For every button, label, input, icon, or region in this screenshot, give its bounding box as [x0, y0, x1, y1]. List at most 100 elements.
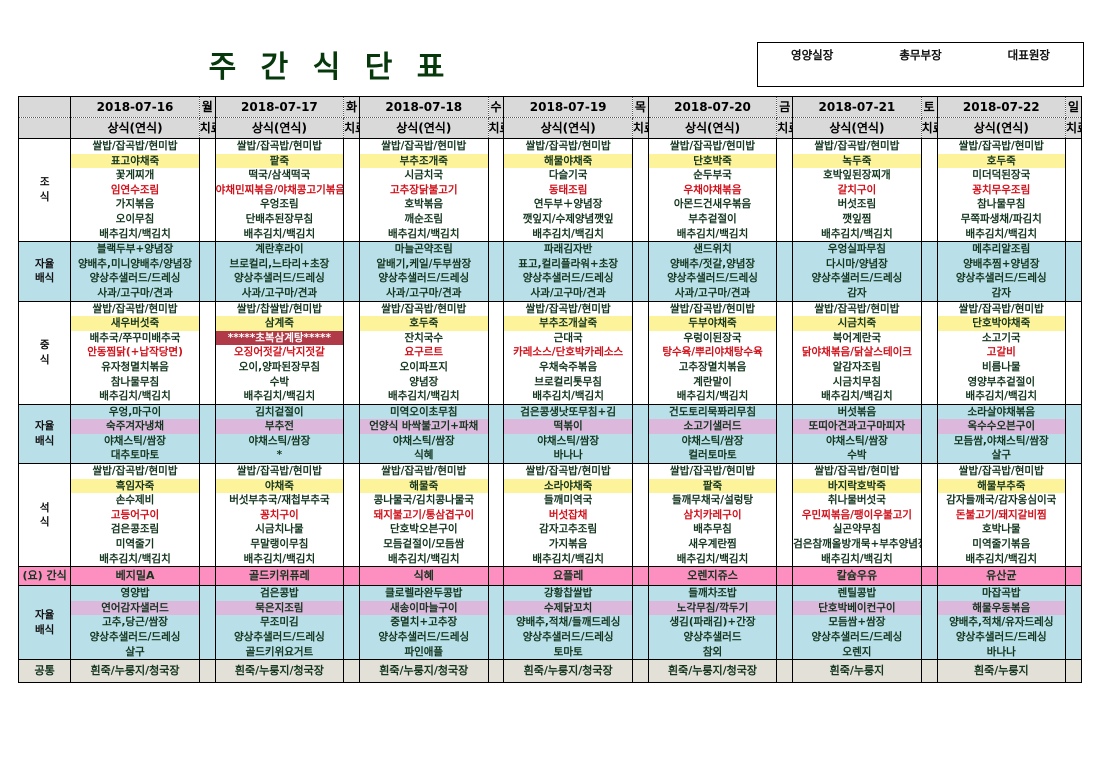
common-cell-day-7: 흰죽/누룽지 — [937, 659, 1067, 683]
dinner-item: 바지락호박죽 — [793, 478, 921, 494]
breakfast-item: 배추김치/백김치 — [243, 227, 316, 240]
free-serving-1-care-day-7 — [1065, 241, 1082, 302]
free-serving-3-item: 새송이마늘구이 — [360, 600, 488, 616]
breakfast-item: 가지볶음 — [115, 198, 155, 211]
free-serving-1-item: 사과/고구마/견과 — [386, 286, 462, 299]
free-serving-3-item: 오렌지 — [842, 645, 872, 658]
free-serving-1-cell-day-2: 계란후라이 브로컬리,느타리+초장 양상추샐러드/드레싱 사과/고구마/견과 — [215, 241, 345, 302]
free-serving-3-label-char: 배식 — [34, 623, 55, 636]
lunch-item: 브로컬리톳무침 — [534, 375, 602, 388]
snack-care-day-4 — [632, 566, 649, 587]
free-serving-1-item: 파래김자반 — [544, 243, 593, 256]
free-serving-3-label: 자율 배식 — [18, 585, 72, 661]
snack-cell-day-2: 골드키위퓨레 — [215, 566, 345, 587]
lunch-item: 유자청멸치볶음 — [101, 360, 169, 373]
free-serving-1-item: 표고,컬리플라워+초장 — [518, 257, 619, 270]
header-meal-normal-6: 상식(연식) — [937, 117, 1067, 139]
lunch-cell-day-1: 쌀밥/잡곡밥/현미밥 새우버섯죽 배추국/쭈꾸미배추국 안동찜닭(+납작당면) 유자청멸… — [70, 300, 200, 405]
breakfast-item: 표고야채죽 — [71, 153, 199, 169]
common-cell-day-2: 흰죽/누룽지/청국장 — [215, 659, 345, 683]
free-serving-1-label-char: 자율 — [34, 257, 55, 270]
free-serving-1-row: 자율 배식 블랙두부+양념장 양배추,미니양배추/양념장 양상추샐러드/드레싱 사과/고구… — [18, 241, 1082, 302]
lunch-cell-day-4: 쌀밥/잡곡밥/현미밥 부추조개살죽 근대국 카레소스/단호박카레소스 우채숙주볶음 브로컬… — [503, 300, 633, 405]
free-serving-1-item: 사과/고구마/견과 — [241, 286, 318, 299]
free-serving-2-item: 버섯볶음 — [837, 405, 877, 418]
breakfast-item: 순두부국 — [693, 169, 732, 182]
free-serving-3-row: 자율 배식 영양밥 연어감자샐러드 고추,당근/쌈장 양상추샐러드/드레싱 살구 검은콩밥 묵은… — [18, 585, 1082, 661]
free-serving-1-item: 양상추샐러드/드레싱 — [811, 272, 903, 285]
header-meal-normal-0: 상식(연식) — [70, 117, 200, 139]
free-serving-3-cell-day-6: 렌틸콩밥 단호박베이컨구이 모듬쌈+쌈장 양상추샐러드/드레싱 오렌지 — [792, 585, 922, 661]
free-serving-3-item: 참외 — [702, 645, 723, 658]
breakfast-item: 버섯조림 — [837, 198, 877, 211]
free-serving-2-item: 옥수수오븐구이 — [937, 419, 1065, 434]
lunch-item: 오징어젓갈/낙지젓갈 — [234, 346, 325, 359]
free-serving-2-cell-day-1: 우엉,마구이 숙주겨자냉채 야채스틱/쌈장 대추토마토 — [70, 403, 200, 465]
free-serving-1-care-day-3 — [488, 241, 505, 302]
breakfast-item: 쌀밥/잡곡밥/현미밥 — [814, 140, 900, 152]
dinner-care-day-3 — [488, 463, 505, 568]
free-serving-2-cell-day-5: 건도토리묵퐈리무침 소고기샐러드 야채스틱/쌈장 컬러토마토 — [648, 403, 778, 465]
breakfast-item: 쌀밥/잡곡밥/현미밥 — [670, 140, 755, 152]
dinner-item: 배추김치/백김치 — [243, 552, 316, 565]
dinner-item: 무말랭이무침 — [250, 538, 309, 551]
lunch-item: 쌀밥/잡곡밥/현미밥 — [814, 302, 900, 315]
breakfast-cell-day-7: 쌀밥/잡곡밥/현미밥 호두죽 미더덕된장국 꽁치무우조림 참나물무침 무쪽파생채/파김치 배… — [937, 137, 1067, 243]
snack-cell-day-5: 오렌지쥬스 — [648, 566, 778, 587]
dinner-item: 단호박오븐구이 — [389, 523, 458, 536]
breakfast-item: 배추김치/백김치 — [676, 227, 749, 240]
header-meal-normal-1: 상식(연식) — [215, 117, 345, 139]
free-serving-1-item: 양배추/젓갈,양념장 — [669, 257, 756, 270]
free-serving-2-item: 떡볶이 — [504, 419, 632, 434]
snack-cell-day-7: 유산균 — [937, 566, 1067, 587]
header-corner — [18, 96, 72, 118]
dinner-care-day-7 — [1065, 463, 1082, 568]
free-serving-1-label-char: 배식 — [34, 272, 55, 285]
breakfast-row: 조 식 쌀밥/잡곡밥/현미밥 표고야채죽 꽃게찌개 임연수조림 가지볶음 오이무침 배추김치/백… — [18, 137, 1082, 243]
free-serving-3-item: 단호박베이컨구이 — [793, 600, 921, 616]
header-corner-2 — [18, 117, 72, 139]
table-header-mealtype-row: 상식(연식)치료식상식(연식)치료식상식(연식)치료식상식(연식)치료식상식(연… — [18, 117, 1082, 139]
free-serving-2-care-day-2 — [343, 403, 361, 465]
free-serving-3-item: 모듬쌈+쌈장 — [828, 616, 886, 629]
dinner-item: 들깨미역국 — [544, 494, 593, 507]
breakfast-item: 배추김치/백김치 — [965, 227, 1038, 240]
free-serving-1-cell-day-7: 메추리알조림 양배추찜+양념장 양상추샐러드/드레싱 감자 — [937, 241, 1067, 302]
breakfast-item: 배추김치/백김치 — [99, 227, 171, 240]
free-serving-3-care-day-2 — [343, 585, 361, 661]
breakfast-item: 오이무침 — [115, 212, 155, 225]
free-serving-1-cell-day-6: 우엉실파무침 다시마/양념장 양상추샐러드/드레싱 감자 — [792, 241, 922, 302]
common-care-day-7 — [1065, 659, 1082, 683]
breakfast-item: 쌀밥/잡곡밥/현미밥 — [92, 140, 178, 152]
dinner-item: 배추김치/백김치 — [99, 552, 171, 565]
lunch-item: 우채숙주볶음 — [539, 360, 598, 373]
free-serving-2-cell-day-3: 미역오이초무침 언양식 바싹불고기+파채 야채스틱/쌈장 식혜 — [359, 403, 489, 465]
dinner-item: 해물부추죽 — [937, 478, 1065, 494]
common-cell-day-1: 흰죽/누룽지/청국장 — [70, 659, 200, 683]
lunch-item: 쌀밥/잡곡밥/현미밥 — [958, 302, 1044, 315]
common-care-day-6 — [921, 659, 938, 683]
breakfast-item: 미더덕된장국 — [972, 169, 1031, 182]
lunch-item: 요구르트 — [404, 346, 444, 359]
lunch-cell-day-7: 쌀밥/잡곡밥/현미밥 단호박야채죽 소고기국 고갈비 비름나물 영양부추겉절이 배추김치/백… — [937, 300, 1067, 405]
breakfast-item: 시금치국 — [404, 169, 444, 182]
dinner-item: 소라야채죽 — [504, 478, 632, 494]
free-serving-2-item: 또띠아견과고구마피자 — [793, 419, 921, 434]
free-serving-3-care-day-4 — [632, 585, 649, 661]
breakfast-item: 배추김치/백김치 — [388, 227, 460, 240]
lunch-item: 우렁이된장국 — [683, 331, 742, 344]
lunch-item: 탕수육/뿌리야채탕수육 — [662, 346, 763, 359]
breakfast-item: 배추김치/백김치 — [821, 227, 893, 240]
breakfast-item: 야채민찌볶음/야채콩고기볶음 — [215, 183, 344, 196]
dinner-item: 쌀밥/잡곡밥/현미밥 — [92, 465, 178, 478]
lunch-item: 호두죽 — [360, 316, 488, 331]
free-serving-2-care-day-3 — [488, 403, 505, 465]
header-meal-normal-2: 상식(연식) — [359, 117, 489, 139]
breakfast-cell-day-2: 쌀밥/잡곡밥/현미밥 팥죽 떡국/삼색떡국 야채민찌볶음/야채콩고기볶음 우엉조림 단배추… — [215, 137, 345, 243]
free-serving-2-row: 자율 배식 우엉,마구이 숙주겨자냉채 야채스틱/쌈장 대추토마토 김치겉절이 부추전 야채스틱… — [18, 403, 1082, 465]
free-serving-2-label: 자율 배식 — [18, 403, 72, 465]
free-serving-3-item: 영양밥 — [120, 587, 150, 600]
approval-cell-nutrition-director: 영양실장 — [791, 48, 834, 62]
breakfast-item: 단배추된장무침 — [245, 212, 314, 225]
dinner-item: 배추김치/백김치 — [388, 552, 460, 565]
